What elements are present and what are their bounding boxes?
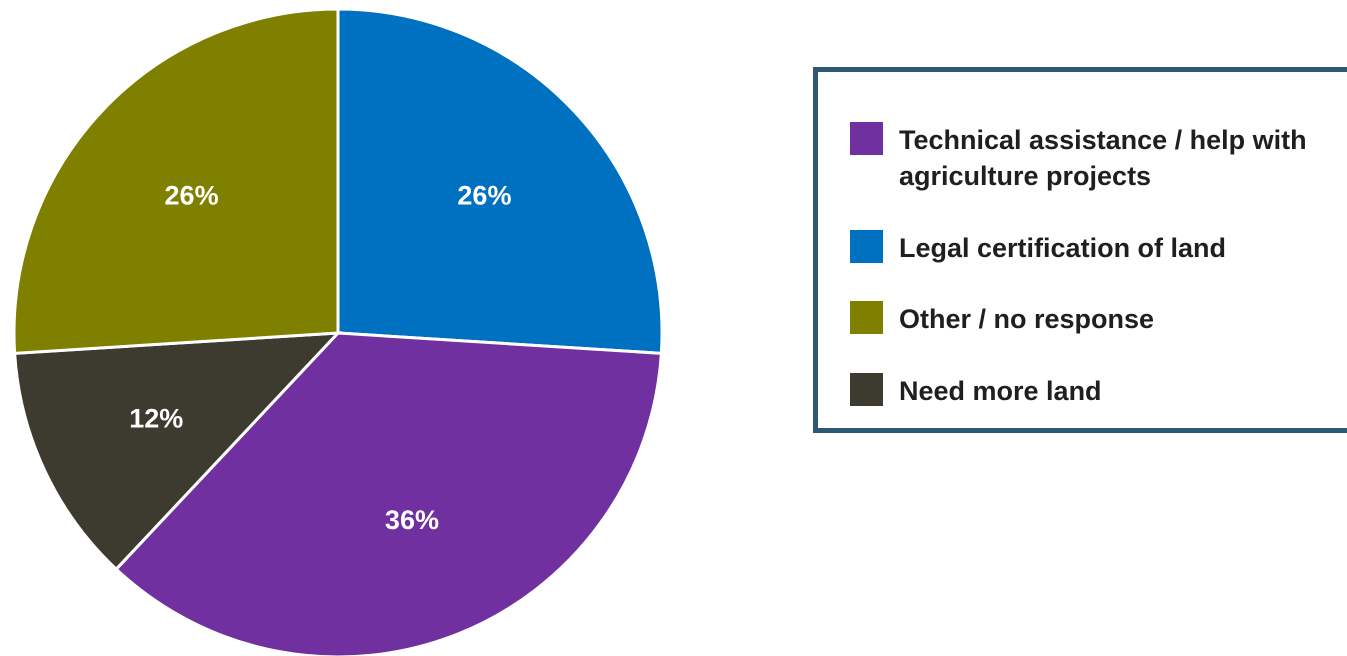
legend-swatch (850, 373, 883, 406)
legend-label: Other / no response (899, 304, 1155, 334)
slice-data-label: 36% (385, 505, 439, 535)
legend-label: Need more land (899, 376, 1102, 406)
pie-chart-canvas: 26% 36% 12% 26% (12, 7, 664, 656)
pie-slice-need-more-land (13, 331, 342, 572)
slice-data-label: 26% (165, 180, 219, 210)
pie-slice-legal-certification-of-land (336, 7, 664, 355)
pie-slice-technical-assistance-help-with-agriculture-projects (114, 331, 663, 656)
slice-labels-layer: 26% 36% 12% 26% (129, 180, 511, 534)
slice-data-label: 12% (129, 404, 183, 434)
slices-layer (12, 7, 664, 656)
legend-swatch (850, 301, 883, 334)
legend-item-technical-assistance: Technical assistance / help with agricul… (850, 122, 1319, 194)
slice-data-label: 26% (457, 180, 511, 210)
legend-swatch (850, 230, 883, 263)
legend-label: Technical assistance / help with agricul… (899, 125, 1307, 191)
legend-item-legal-certification: Legal certification of land (850, 230, 1319, 266)
legend-item-other-no-response: Other / no response (850, 301, 1319, 337)
legend-swatch (850, 122, 883, 155)
legend: Technical assistance / help with agricul… (813, 67, 1347, 433)
legend-label: Legal certification of land (899, 233, 1227, 263)
legend-item-need-more-land: Need more land (850, 373, 1319, 409)
pie-slice-other-no-response (12, 7, 340, 355)
